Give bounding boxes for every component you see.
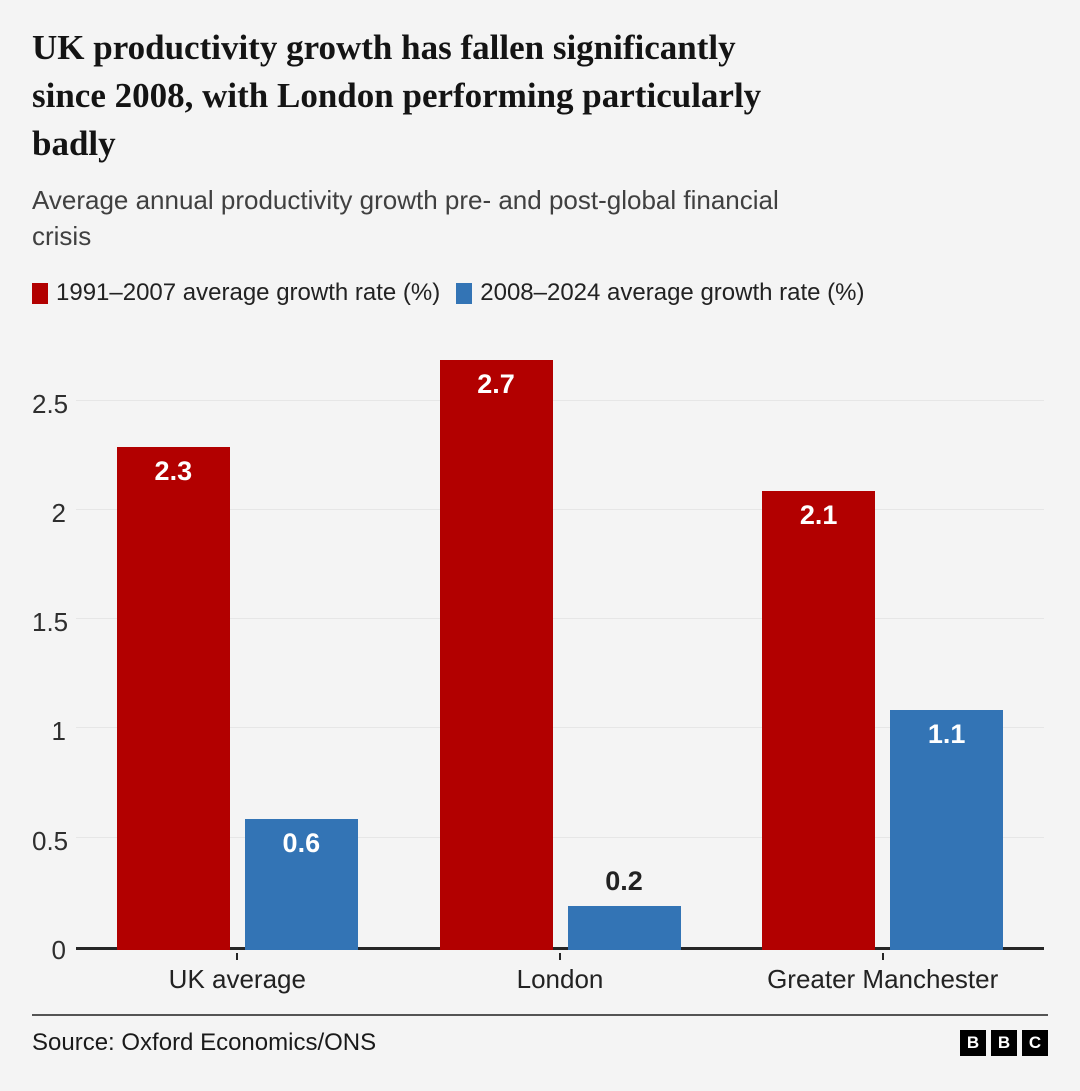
chart-subtitle: Average annual productivity growth pre- … — [32, 182, 1048, 254]
y-tick-label: 2.5 — [32, 388, 69, 419]
grid-line — [76, 727, 1044, 729]
y-tick-label: 1 — [51, 716, 66, 747]
bar-value-label: 2.3 — [154, 456, 193, 487]
title-line: since 2008, with London performing parti… — [32, 76, 762, 115]
title-line: UK productivity growth has fallen signif… — [32, 28, 736, 67]
bar-groups: 2.3 0.6 2.7 0.2 2.1 1.1 — [76, 360, 1044, 960]
legend-item: 2008–2024 average growth rate (%) — [456, 279, 865, 307]
bar-group: 2.7 0.2 — [399, 360, 722, 960]
y-tick-label: 0 — [51, 935, 66, 965]
bar-group: 2.3 0.6 — [76, 360, 399, 960]
plot-area — [76, 360, 1044, 950]
bar-group: 2.1 1.1 — [721, 360, 1044, 960]
x-axis-tick — [236, 953, 239, 960]
y-tick-label: 2 — [51, 497, 66, 528]
bar-value-label: 1.1 — [927, 718, 966, 749]
bar-chart: 2.3 0.6 2.7 0.2 2.1 1.1 UK average London Great… — [32, 360, 1048, 996]
grid-line — [76, 618, 1044, 620]
y-tick-label: 0.5 — [32, 825, 69, 856]
title-line: badly — [32, 124, 116, 163]
legend-swatch — [456, 282, 473, 304]
legend-item-label: 2008–2024 average growth rate (%) — [480, 279, 865, 306]
chart-legend: 1991–2007 average growth rate (%) 2008–20… — [32, 279, 1048, 307]
x-axis-labels: UK average London Greater Manchester — [76, 964, 1044, 995]
bar-value-label: 0.2 — [605, 866, 643, 897]
source-label: Source: Oxford Economics/ONS — [32, 1029, 377, 1056]
x-axis-tick — [881, 953, 884, 960]
footer-divider — [32, 1014, 1048, 1016]
bbc-logo-block: C — [1022, 1030, 1048, 1056]
grid-line — [76, 508, 1044, 510]
bar: 2.7 — [439, 360, 553, 950]
y-tick-label: 1.5 — [32, 607, 69, 638]
legend-item: 1991–2007 average growth rate (%) — [32, 279, 440, 307]
grid-line — [76, 399, 1044, 401]
legend-swatch — [32, 282, 48, 304]
subtitle-line: crisis — [32, 221, 92, 251]
x-category-label: Greater Manchester — [767, 964, 999, 994]
grid-line — [76, 836, 1044, 838]
bar-value-label: 0.6 — [282, 827, 321, 858]
x-axis-tick — [559, 953, 561, 960]
legend-item-label: 1991–2007 average growth rate (%) — [56, 279, 441, 306]
x-category-label: London — [516, 964, 604, 994]
bar: 2.3 — [116, 447, 230, 950]
bar: 0.2 — [567, 866, 681, 950]
x-category-label: UK average — [168, 964, 306, 994]
bbc-logo-block: B — [960, 1030, 986, 1056]
bar: 0.6 — [244, 818, 358, 950]
bar-value-label: 2.7 — [477, 369, 515, 399]
bbc-logo-block: B — [991, 1030, 1017, 1056]
subtitle-line: Average annual productivity growth pre- … — [32, 185, 779, 215]
page-title: UK productivity growth has fallen signif… — [32, 24, 1048, 168]
bar: 2.1 — [762, 491, 876, 950]
bar: 1.1 — [890, 709, 1004, 950]
bar-value-label: 2.1 — [799, 500, 838, 531]
